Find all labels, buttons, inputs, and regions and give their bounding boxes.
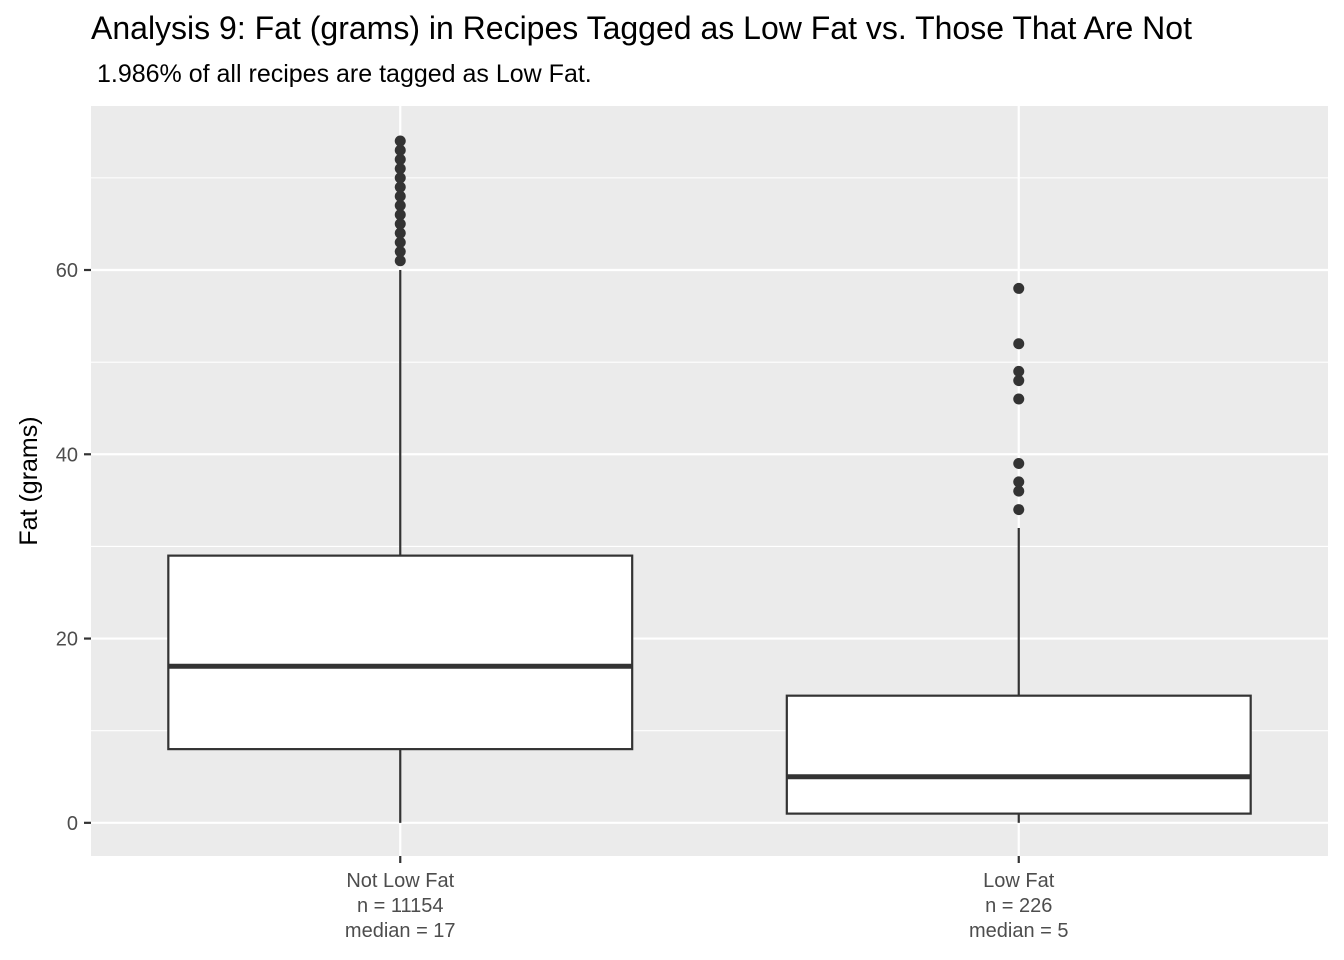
- outlier-point: [394, 190, 406, 202]
- y-tick-label: 0: [67, 813, 78, 835]
- outlier-point: [1013, 282, 1025, 294]
- outlier-point: [1013, 476, 1025, 488]
- outlier-point: [394, 163, 406, 175]
- outlier-point: [394, 227, 406, 239]
- box-group: [785, 282, 1252, 823]
- outlier-point: [394, 246, 406, 258]
- outlier-point: [1013, 457, 1025, 469]
- outlier-point: [394, 153, 406, 165]
- outlier-point: [394, 200, 406, 212]
- outlier-point: [394, 236, 406, 248]
- outlier-point: [394, 218, 406, 230]
- axes: 0 20 40 60 Not Low Fat n = 11154 median = 17 Lo…: [56, 260, 1069, 942]
- outlier-point: [1013, 485, 1025, 497]
- y-tick-label: 20: [56, 629, 78, 651]
- x-tick-label: median = 5: [969, 920, 1069, 942]
- outlier-point: [394, 144, 406, 156]
- x-tick-label: median = 17: [345, 920, 456, 942]
- outlier-point: [394, 172, 406, 184]
- y-tick-label: 60: [56, 260, 78, 282]
- iqr-box: [167, 554, 634, 751]
- iqr-box: [785, 694, 1252, 815]
- boxes: [167, 135, 1252, 823]
- outlier-point: [394, 209, 406, 221]
- outlier-point: [394, 135, 406, 147]
- x-tick-label: n = 11154: [357, 895, 444, 917]
- x-tick-label: Not Low Fat: [346, 870, 454, 892]
- x-tick-label: n = 226: [985, 895, 1052, 917]
- chart-subtitle: 1.986% of all recipes are tagged as Low …: [97, 60, 592, 88]
- outlier-point: [1013, 338, 1025, 350]
- outlier-point: [1013, 504, 1025, 516]
- chart-title: Analysis 9: Fat (grams) in Recipes Tagge…: [91, 10, 1192, 46]
- outlier-point: [394, 255, 406, 267]
- y-axis-title: Fat (grams): [15, 416, 43, 545]
- box-group: [167, 135, 634, 823]
- outlier-point: [394, 181, 406, 193]
- outlier-point: [1013, 393, 1025, 405]
- y-tick-label: 40: [56, 444, 78, 466]
- outlier-point: [1013, 365, 1025, 377]
- x-tick-label: Low Fat: [983, 870, 1055, 892]
- outlier-point: [1013, 375, 1025, 387]
